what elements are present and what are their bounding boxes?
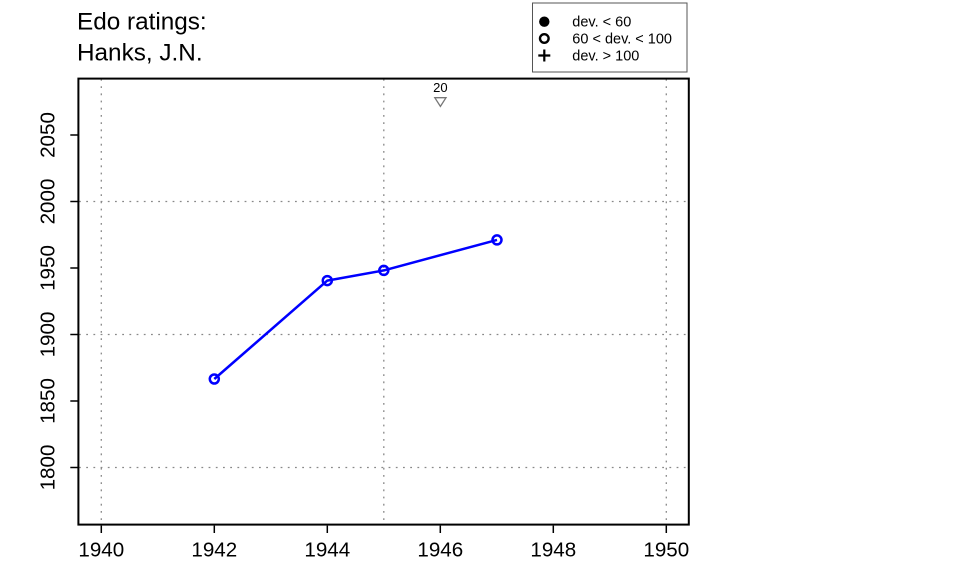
svg-text:1800: 1800 xyxy=(37,445,60,491)
svg-text:1948: 1948 xyxy=(530,539,576,562)
svg-text:1950: 1950 xyxy=(37,245,60,291)
svg-text:2000: 2000 xyxy=(37,179,60,225)
svg-text:2050: 2050 xyxy=(37,112,60,158)
svg-text:20: 20 xyxy=(433,80,447,95)
svg-text:60 < dev. < 100: 60 < dev. < 100 xyxy=(572,32,672,48)
svg-text:Edo ratings:: Edo ratings: xyxy=(77,9,207,36)
svg-text:1942: 1942 xyxy=(191,539,237,562)
svg-text:1940: 1940 xyxy=(78,539,124,562)
svg-text:1946: 1946 xyxy=(417,539,463,562)
svg-text:1950: 1950 xyxy=(643,539,689,562)
svg-text:1900: 1900 xyxy=(37,312,60,358)
svg-text:1850: 1850 xyxy=(37,378,60,424)
svg-text:dev. < 60: dev. < 60 xyxy=(572,15,631,31)
svg-text:Hanks, J.N.: Hanks, J.N. xyxy=(77,40,203,67)
svg-text:1944: 1944 xyxy=(304,539,350,562)
svg-text:dev. > 100: dev. > 100 xyxy=(572,49,639,65)
